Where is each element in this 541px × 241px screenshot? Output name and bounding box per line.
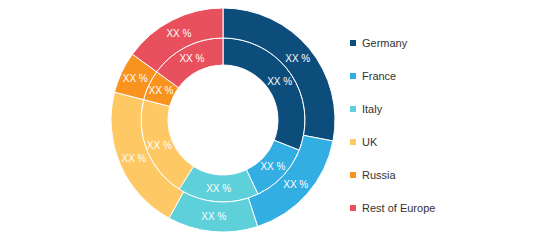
svg-text:XX %: XX % [123, 73, 148, 84]
svg-text:XX %: XX % [260, 161, 285, 172]
svg-text:XX %: XX % [149, 85, 174, 96]
html-text:UK: UK [362, 135, 378, 148]
html-text:Rest of Europe: Rest of Europe [362, 201, 436, 214]
html-text:Italy: Italy [362, 102, 383, 115]
svg-text:XX %: XX % [206, 183, 231, 194]
svg-text:XX %: XX % [201, 211, 226, 222]
svg-text:XX %: XX % [285, 53, 310, 64]
html-text:Russia: Russia [362, 168, 396, 181]
svg-text:XX %: XX % [283, 179, 308, 190]
html-text:France: France [362, 69, 397, 82]
svg-text:XX %: XX % [267, 76, 292, 87]
svg-text:XX %: XX % [166, 28, 191, 39]
svg-text:XX %: XX % [121, 153, 146, 164]
svg-text:XX %: XX % [147, 140, 172, 151]
html-text:Germany: Germany [362, 36, 408, 49]
svg-text:XX %: XX % [179, 53, 204, 64]
